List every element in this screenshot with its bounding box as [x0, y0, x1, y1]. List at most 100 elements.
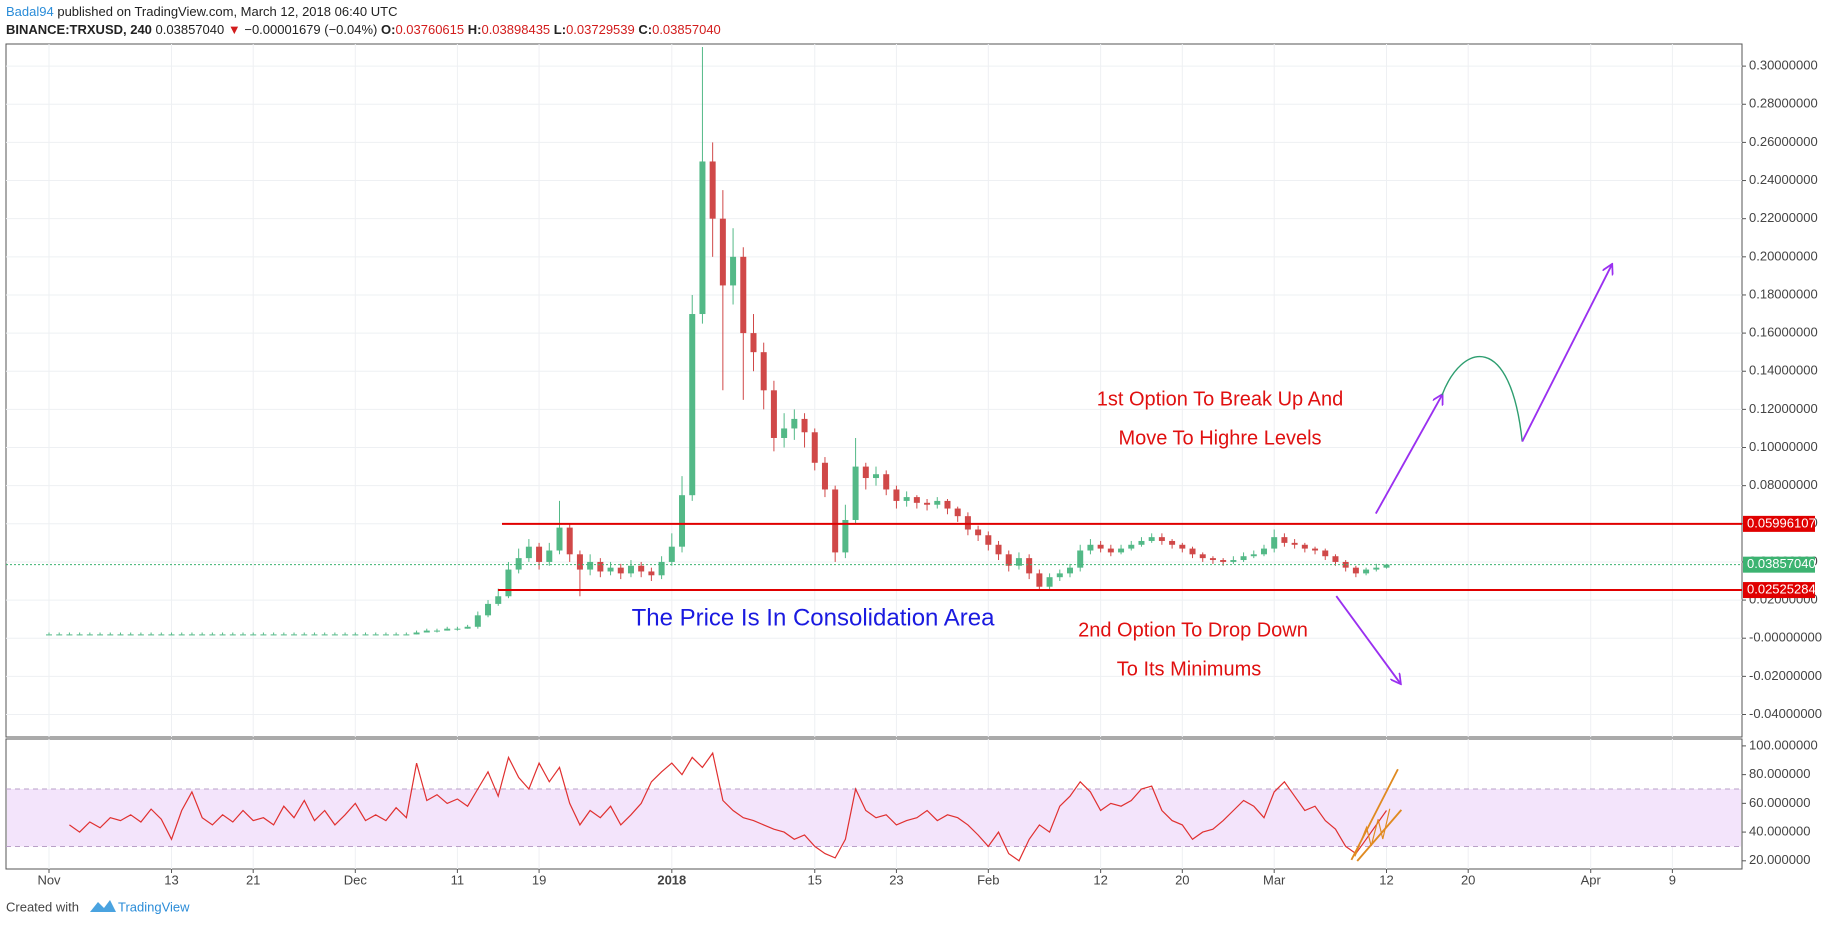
- annotation: 2nd Option To Drop Down: [1078, 619, 1308, 641]
- candle-body: [924, 502, 931, 505]
- candle-body: [423, 630, 430, 633]
- candle-body: [740, 256, 747, 334]
- candle-body: [515, 558, 522, 570]
- candle-body: [1240, 556, 1247, 561]
- candle-body: [1230, 560, 1237, 562]
- annotation: Move To Highre Levels: [1118, 427, 1321, 449]
- open: 0.03760615: [395, 22, 465, 37]
- candle-body: [250, 634, 257, 636]
- candle-body: [1250, 554, 1257, 557]
- y-tick-label: 0.12000000: [1749, 401, 1818, 416]
- close: 0.03857040: [652, 22, 721, 37]
- candle-body: [1209, 558, 1216, 561]
- x-tick-label: 9: [1669, 872, 1676, 887]
- candle-body: [209, 634, 216, 636]
- candle-body: [1322, 550, 1329, 557]
- candle-body: [46, 634, 52, 636]
- candle-body: [219, 634, 226, 636]
- candle-body: [546, 550, 553, 562]
- candle-body: [97, 634, 104, 636]
- y-tick-label: -0.04000000: [1749, 706, 1822, 721]
- candle-body: [1301, 544, 1308, 549]
- candle-body: [137, 634, 144, 636]
- author[interactable]: Badal94: [6, 4, 54, 19]
- candle-body: [1077, 550, 1084, 568]
- candle-body: [1005, 554, 1012, 566]
- y-tick-label: 0.08000000: [1749, 477, 1818, 492]
- grid: -0.04000000-0.02000000-0.000000000.02000…: [6, 44, 1822, 887]
- candle-body: [352, 634, 359, 636]
- y-tick-label: 0.14000000: [1749, 363, 1818, 378]
- x-tick-label: Apr: [1581, 872, 1602, 887]
- close-label: C:: [638, 22, 653, 37]
- candle-body: [178, 634, 185, 636]
- arrow: ▼: [227, 22, 241, 37]
- x-tick-label: Feb: [977, 872, 999, 887]
- y-tick-label: 0.30000000: [1749, 58, 1818, 73]
- candle-body: [1148, 537, 1155, 541]
- candle-body: [556, 527, 563, 551]
- header: Badal94 published on TradingView.com, Ma…: [6, 3, 721, 39]
- candle-body: [372, 634, 379, 636]
- candle-body: [362, 634, 369, 636]
- annotation: To Its Minimums: [1117, 658, 1261, 680]
- level-label: 0.05996107: [1747, 515, 1816, 530]
- candle-body: [893, 489, 900, 501]
- rsi-line: [69, 751, 1387, 862]
- candle-body: [168, 634, 175, 636]
- candle-body: [301, 634, 308, 636]
- candle-body: [505, 569, 512, 597]
- candle-body: [883, 474, 890, 490]
- candle-body: [270, 634, 277, 636]
- rsi-band: [7, 788, 1741, 847]
- candle-body: [985, 535, 992, 545]
- candle-body: [852, 466, 859, 520]
- y-tick-label: 0.28000000: [1749, 96, 1818, 111]
- x-tick-label: 20: [1175, 872, 1189, 887]
- y-tick-label: -0.02000000: [1749, 668, 1822, 683]
- candle-body: [954, 508, 961, 517]
- candle-body: [658, 561, 665, 576]
- candle-body: [86, 634, 93, 636]
- footer-brand[interactable]: TradingView: [118, 899, 190, 914]
- x-tick-label: Dec: [344, 872, 368, 887]
- candle-body: [1271, 537, 1278, 549]
- header-line: Badal94 published on TradingView.com, Ma…: [6, 3, 721, 21]
- candle-body: [1352, 567, 1359, 574]
- candle-body: [1332, 556, 1339, 562]
- candle-body: [801, 418, 808, 433]
- candle-body: [1199, 554, 1206, 559]
- y-tick-label: 0.20000000: [1749, 248, 1818, 263]
- candle-body: [76, 634, 83, 636]
- x-tick-label: 12: [1093, 872, 1107, 887]
- wedge-zigzag: [1354, 808, 1391, 857]
- candle-body: [679, 495, 686, 547]
- y-tick-label: 100.000000: [1749, 737, 1818, 752]
- candle-body: [1342, 561, 1349, 568]
- rsi-panel: [5, 738, 1743, 870]
- high-label: H:: [467, 22, 482, 37]
- candle-body: [117, 634, 124, 636]
- candle-body: [1036, 573, 1043, 587]
- candle-body: [1383, 564, 1390, 568]
- y-tick-label: 0.10000000: [1749, 439, 1818, 454]
- candle-body: [1067, 567, 1073, 574]
- candle-body: [811, 432, 818, 463]
- candle-body: [485, 603, 492, 616]
- candle-body: [617, 567, 624, 574]
- candle-body: [66, 634, 73, 636]
- published: published on TradingView.com, March 12, …: [57, 4, 398, 19]
- candle-body: [873, 474, 880, 479]
- candle-body: [495, 596, 502, 604]
- arrow-up: [1374, 395, 1442, 515]
- candle-body: [321, 634, 328, 636]
- x-tick-label: 11: [451, 872, 465, 887]
- candle-body: [433, 630, 440, 632]
- open-label: O:: [380, 22, 396, 37]
- candle-body: [525, 546, 532, 559]
- curve: [1441, 356, 1523, 442]
- candle-body: [689, 314, 696, 496]
- candle-body: [454, 628, 461, 630]
- candle-body: [781, 428, 788, 438]
